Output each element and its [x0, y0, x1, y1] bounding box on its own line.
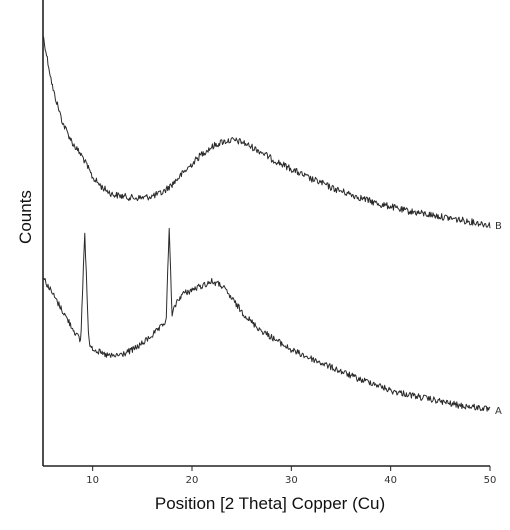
- x-axis-label: Position [2 Theta] Copper (Cu): [154, 494, 386, 513]
- series-label-A: A: [495, 406, 502, 417]
- y-axis-label: Counts: [16, 190, 35, 244]
- x-tick-label-40: 40: [384, 475, 397, 486]
- series-label-B: B: [495, 221, 502, 232]
- x-tick-label-20: 20: [186, 475, 199, 486]
- series-line-A: [42, 227, 491, 412]
- series-line-B: [42, 35, 491, 229]
- x-tick-label-30: 30: [285, 475, 298, 486]
- x-tick-label-50: 50: [484, 475, 497, 486]
- x-tick-label-10: 10: [86, 475, 99, 486]
